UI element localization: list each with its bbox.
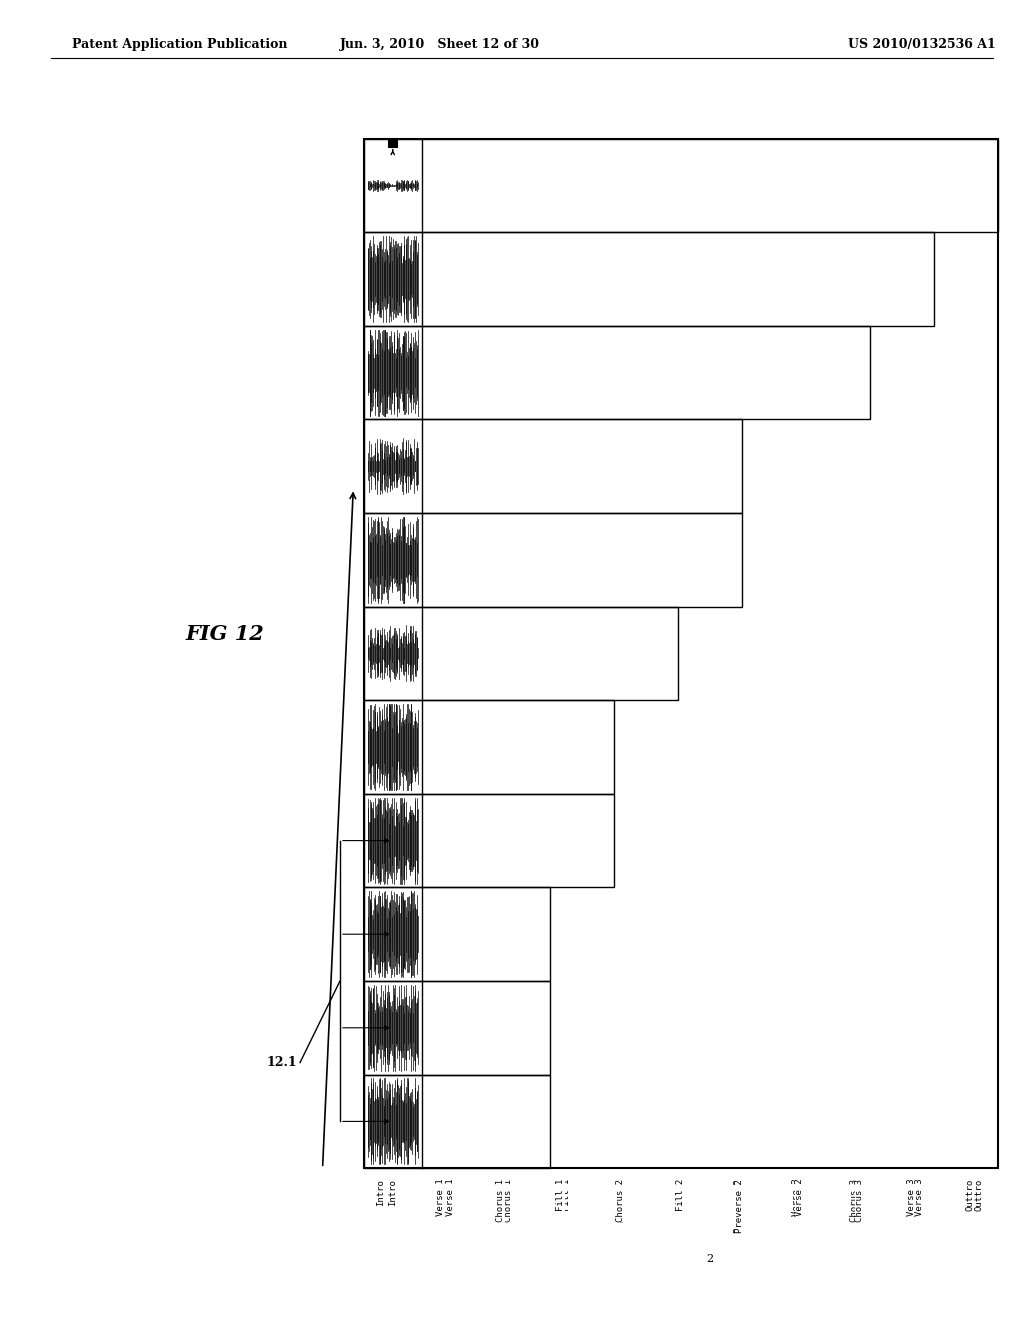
Text: Chorus 1: Chorus 1 (497, 1179, 505, 1222)
Text: Chorus 1: Chorus 1 (504, 1179, 513, 1222)
Text: Outtro: Outtro (975, 1179, 984, 1210)
Bar (364, 513, 742, 607)
Text: Fill 1: Fill 1 (556, 1179, 565, 1210)
Text: Preverse 2: Preverse 2 (735, 1179, 744, 1233)
Text: Intro: Intro (377, 1179, 386, 1205)
FancyArrowPatch shape (391, 150, 394, 154)
Text: Fill 2: Fill 2 (676, 1179, 685, 1210)
Text: Verse 2: Verse 2 (796, 1179, 804, 1217)
Text: Fill 2: Fill 2 (677, 1179, 686, 1210)
Text: Chorus 2: Chorus 2 (615, 1179, 625, 1222)
Text: Verse 3: Verse 3 (914, 1179, 924, 1217)
Text: FIG 12: FIG 12 (186, 623, 264, 644)
Bar (364, 232, 934, 326)
Bar (364, 139, 998, 1168)
Text: Verse 1: Verse 1 (446, 1179, 456, 1217)
Text: Chorus 3: Chorus 3 (850, 1179, 859, 1222)
Bar (364, 793, 614, 887)
Text: Patent Application Publication: Patent Application Publication (72, 38, 287, 51)
Bar (364, 326, 870, 420)
Text: Fill 1: Fill 1 (561, 1179, 570, 1210)
Bar (388, 139, 397, 147)
Text: Preverse 2: Preverse 2 (734, 1179, 743, 1233)
Text: US 2010/0132536 A1: US 2010/0132536 A1 (848, 38, 995, 51)
Text: 12.1: 12.1 (266, 1056, 297, 1069)
Text: Verse 1: Verse 1 (436, 1179, 445, 1217)
Bar (364, 420, 742, 513)
Bar (364, 887, 550, 981)
Text: Verse 2: Verse 2 (793, 1179, 801, 1217)
Text: Jun. 3, 2010   Sheet 12 of 30: Jun. 3, 2010 Sheet 12 of 30 (340, 38, 541, 51)
Bar (364, 700, 614, 793)
Bar (364, 139, 998, 232)
Text: Intro: Intro (388, 1179, 397, 1205)
Text: Chorus 3: Chorus 3 (855, 1179, 864, 1222)
Text: Chorus 2: Chorus 2 (620, 1179, 628, 1222)
Bar (364, 1074, 550, 1168)
Bar (364, 981, 550, 1074)
Bar (364, 607, 678, 700)
Text: 2: 2 (707, 1254, 714, 1265)
Text: Verse 3: Verse 3 (907, 1179, 916, 1217)
Text: Outtro: Outtro (965, 1179, 974, 1210)
